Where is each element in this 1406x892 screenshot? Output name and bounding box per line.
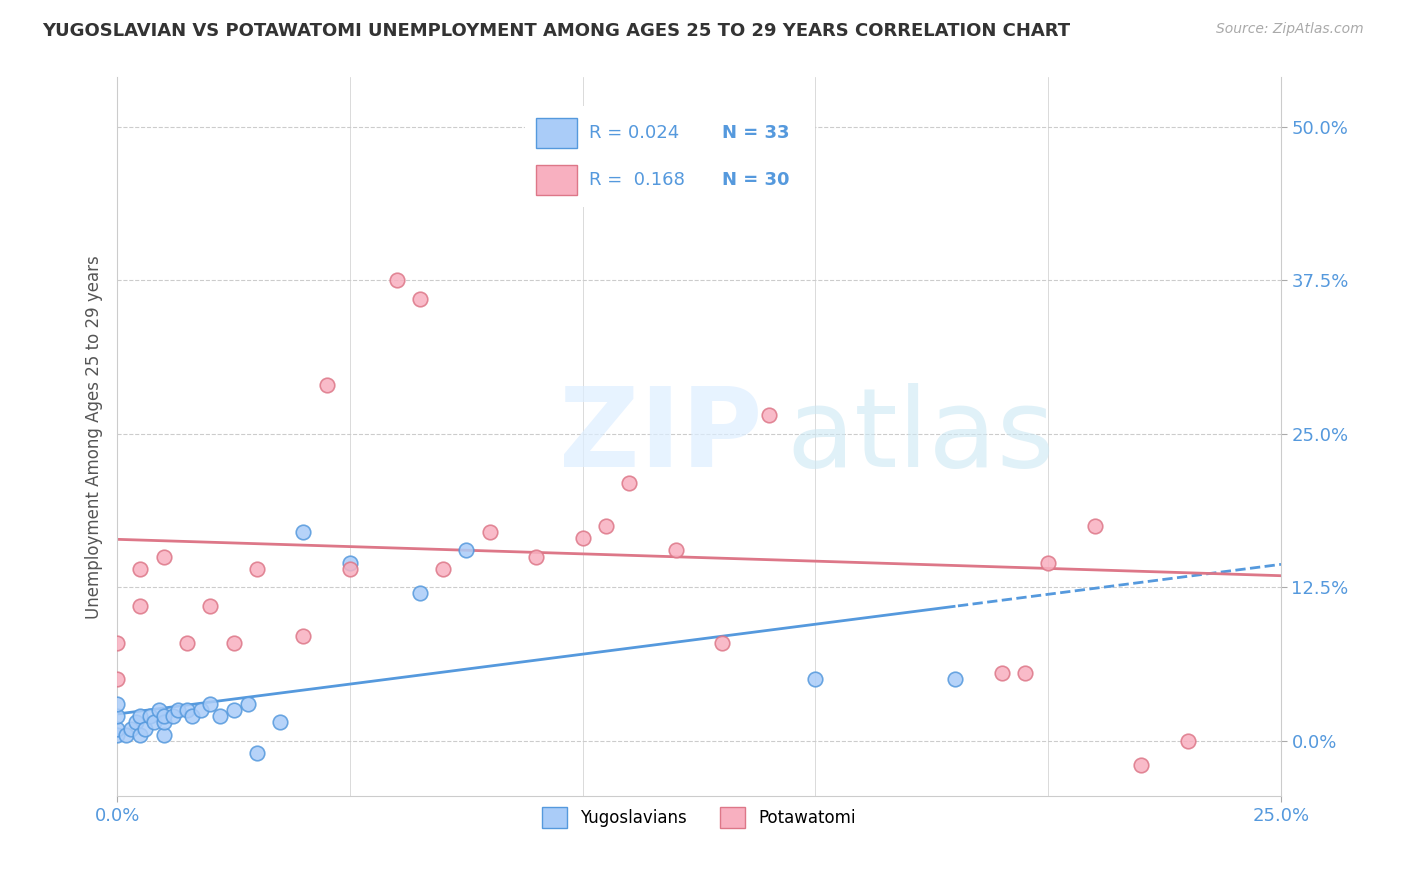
Point: [943, 673, 966, 687]
Text: Source: ZipAtlas.com: Source: ZipAtlas.com: [1216, 22, 1364, 37]
Point: [139, 709, 162, 723]
Point: [619, 475, 641, 490]
Point: [200, 697, 222, 711]
Point: [1130, 758, 1153, 772]
Point: [129, 599, 152, 613]
Point: [162, 709, 184, 723]
Point: [129, 728, 152, 742]
Point: [409, 586, 432, 600]
Point: [524, 549, 547, 564]
Point: [222, 703, 245, 717]
Point: [315, 377, 337, 392]
Point: [115, 728, 138, 742]
Point: [478, 524, 501, 539]
Point: [385, 273, 408, 287]
Point: [180, 709, 202, 723]
Point: [129, 709, 152, 723]
Point: [105, 673, 128, 687]
Point: [339, 562, 361, 576]
Point: [152, 709, 174, 723]
Point: [208, 709, 231, 723]
Point: [125, 715, 148, 730]
Point: [129, 562, 152, 576]
Point: [105, 709, 128, 723]
Point: [176, 703, 198, 717]
Point: [339, 556, 361, 570]
Point: [595, 518, 617, 533]
Point: [246, 746, 269, 760]
Point: [152, 728, 174, 742]
Point: [1038, 556, 1060, 570]
Point: [143, 715, 166, 730]
Point: [105, 722, 128, 736]
Point: [176, 635, 198, 649]
Point: [571, 531, 593, 545]
Point: [222, 635, 245, 649]
Point: [269, 715, 291, 730]
Point: [166, 703, 188, 717]
Point: [711, 635, 734, 649]
Point: [105, 697, 128, 711]
Point: [246, 562, 269, 576]
Point: [780, 132, 803, 146]
Point: [990, 666, 1012, 681]
Point: [152, 715, 174, 730]
Point: [236, 697, 259, 711]
Point: [292, 629, 315, 643]
Legend: Yugoslavians, Potawatomi: Yugoslavians, Potawatomi: [536, 801, 863, 835]
Point: [105, 728, 128, 742]
Text: YUGOSLAVIAN VS POTAWATOMI UNEMPLOYMENT AMONG AGES 25 TO 29 YEARS CORRELATION CHA: YUGOSLAVIAN VS POTAWATOMI UNEMPLOYMENT A…: [42, 22, 1070, 40]
Point: [190, 703, 212, 717]
Point: [292, 524, 315, 539]
Point: [120, 722, 142, 736]
Point: [804, 673, 827, 687]
Point: [1014, 666, 1036, 681]
Point: [105, 635, 128, 649]
Point: [1177, 734, 1199, 748]
Point: [409, 292, 432, 306]
Text: atlas: atlas: [786, 384, 1054, 491]
Point: [1084, 518, 1107, 533]
Point: [432, 562, 454, 576]
Point: [200, 599, 222, 613]
Point: [665, 543, 688, 558]
Point: [134, 722, 156, 736]
Point: [758, 409, 780, 423]
Point: [456, 543, 478, 558]
Point: [148, 703, 170, 717]
Y-axis label: Unemployment Among Ages 25 to 29 years: Unemployment Among Ages 25 to 29 years: [86, 255, 103, 619]
Text: ZIP: ZIP: [560, 384, 763, 491]
Point: [152, 549, 174, 564]
